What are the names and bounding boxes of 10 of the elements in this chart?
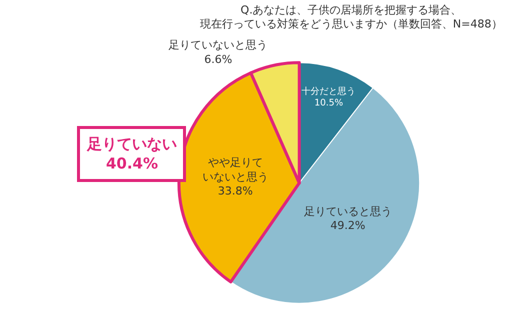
data-label: 33.8% [218, 184, 253, 198]
slice-label: 足りていると思う [304, 204, 392, 218]
data-label: 49.2% [330, 219, 366, 232]
chart-title: Q.あなたは、子供の居場所を把握する場合、現在行っている対策をどう思いますか（単数回答、N=488） [200, 3, 502, 31]
data-label: 6.6% [204, 52, 232, 66]
slice-label: やや足りていないと思う [202, 156, 268, 184]
slice-label: 足りていないと思う [168, 38, 268, 52]
slice-label: 十分だと思う [302, 86, 356, 97]
data-label: 10.5% [314, 98, 344, 109]
text: 足りていない 40.4% [86, 135, 177, 172]
